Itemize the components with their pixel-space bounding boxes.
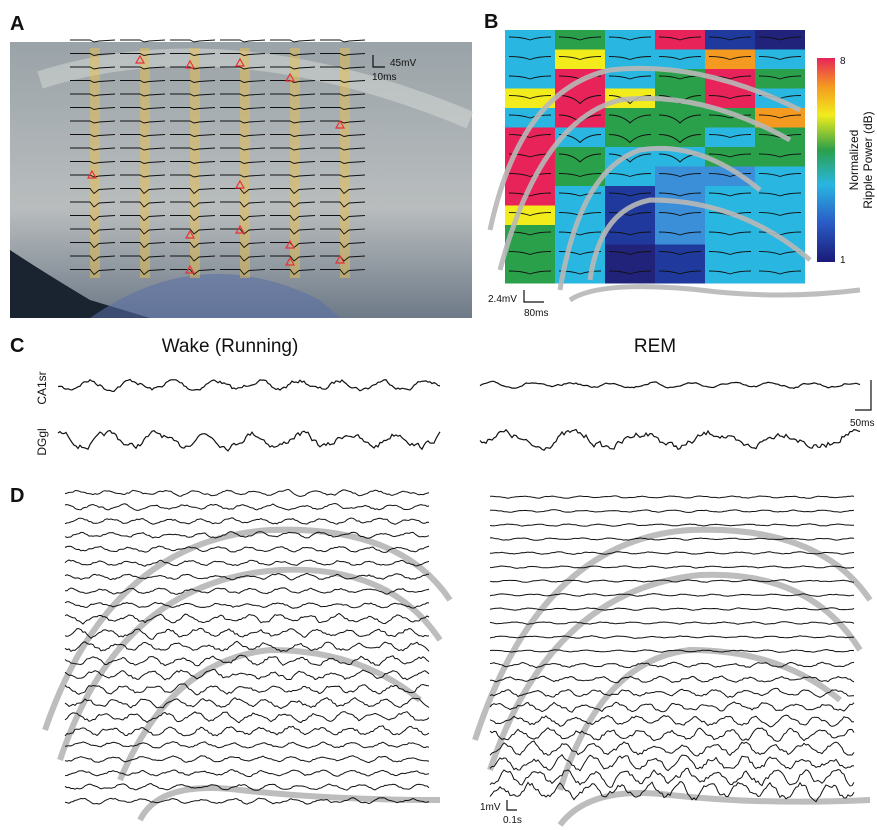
scale-bar bbox=[507, 800, 517, 810]
condition-title: REM bbox=[634, 336, 676, 357]
lfp-trace bbox=[65, 712, 429, 723]
lfp-trace bbox=[490, 728, 854, 742]
traces-d bbox=[65, 490, 854, 805]
scale-label: 1mV bbox=[480, 802, 501, 813]
channel-label: DGgl bbox=[35, 428, 49, 455]
heat-cell bbox=[555, 147, 605, 167]
lfp-trace bbox=[65, 546, 429, 552]
scale-bar bbox=[524, 290, 544, 302]
lfp-trace bbox=[65, 742, 429, 748]
lfp-trace bbox=[65, 588, 429, 595]
heat-cell bbox=[655, 108, 705, 128]
scale-label: 10ms bbox=[372, 72, 396, 83]
lfp-trace bbox=[58, 431, 440, 451]
scale-label: 80ms bbox=[524, 308, 548, 319]
trace bbox=[320, 40, 365, 42]
lfp-trace bbox=[65, 504, 429, 511]
traces-c bbox=[58, 380, 860, 451]
colorbar-max: 8 bbox=[840, 56, 846, 67]
trace bbox=[270, 40, 315, 42]
lfp-trace bbox=[65, 614, 429, 625]
lfp-trace bbox=[490, 715, 854, 727]
lfp-trace bbox=[490, 755, 854, 771]
lfp-trace bbox=[490, 676, 854, 683]
lfp-trace bbox=[490, 538, 854, 541]
colorbar-min: 1 bbox=[840, 255, 846, 266]
trace bbox=[70, 40, 115, 42]
heat-cell bbox=[605, 108, 655, 128]
lfp-trace bbox=[65, 756, 429, 763]
lfp-trace bbox=[490, 510, 854, 513]
lfp-trace bbox=[480, 381, 860, 388]
condition-title: Wake (Running) bbox=[162, 336, 299, 357]
trace bbox=[220, 40, 265, 42]
lfp-trace bbox=[490, 636, 854, 639]
panel-label: D bbox=[10, 485, 24, 507]
panel-label: B bbox=[484, 11, 498, 33]
lfp-trace bbox=[65, 560, 429, 566]
panel-label: C bbox=[10, 335, 24, 357]
lfp-trace bbox=[490, 622, 854, 625]
lfp-trace bbox=[490, 782, 854, 802]
lfp-trace bbox=[65, 518, 429, 524]
colorbar bbox=[817, 58, 835, 262]
lfp-trace bbox=[480, 430, 860, 451]
lfp-trace bbox=[65, 628, 429, 639]
scale-label: 0.1s bbox=[503, 815, 522, 826]
hippocampus-outline bbox=[45, 530, 870, 825]
lfp-trace bbox=[65, 726, 429, 736]
lfp-trace bbox=[65, 698, 429, 709]
lfp-trace bbox=[490, 566, 854, 568]
trace bbox=[170, 40, 215, 42]
lfp-trace bbox=[490, 552, 854, 555]
colorbar-title: Ripple Power (dB) bbox=[861, 111, 875, 208]
lfp-trace bbox=[65, 684, 429, 695]
scale-bar bbox=[855, 380, 871, 410]
colorbar-title: Normalized bbox=[847, 130, 861, 191]
lfp-trace bbox=[490, 688, 854, 697]
lfp-trace bbox=[490, 702, 854, 712]
panel-label: A bbox=[10, 13, 24, 35]
lfp-trace bbox=[65, 490, 429, 497]
lfp-trace bbox=[58, 380, 440, 392]
scale-label: 45mV bbox=[390, 58, 416, 69]
lfp-trace bbox=[490, 496, 854, 498]
channel-label: CA1sr bbox=[35, 371, 49, 404]
lfp-trace bbox=[490, 741, 854, 756]
heat-cell bbox=[605, 128, 655, 148]
scale-label: 2.4mV bbox=[488, 294, 517, 305]
scale-label: 50ms bbox=[850, 418, 874, 429]
trace bbox=[120, 40, 165, 42]
figure: A 45mV 10ms B 8 1 Normalized Ripple Powe… bbox=[0, 0, 877, 830]
lfp-trace bbox=[490, 524, 854, 526]
heat-cell bbox=[655, 128, 705, 148]
